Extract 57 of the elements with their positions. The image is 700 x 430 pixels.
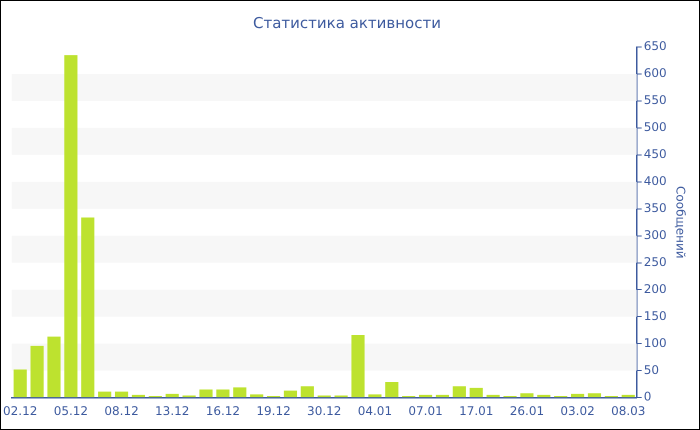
x-tick-label: 04.01 [358,404,392,418]
x-tick-label: 05.12 [54,404,88,418]
bar [588,393,602,398]
y-tick-label: 0 [644,390,652,404]
chart-title: Статистика активности [253,14,441,32]
bar [418,394,432,398]
bar [216,390,230,398]
bar [570,394,584,398]
y-tick-label: 400 [644,174,667,188]
bar [368,394,382,398]
bar [199,390,213,398]
bar [537,394,550,398]
x-tick-label: 30.12 [307,404,342,418]
y-tick-label: 650 [644,39,667,54]
bar [250,394,264,398]
y-tick-label: 550 [644,93,667,108]
y-tick-label: 450 [644,147,667,161]
bar [81,217,94,398]
bar [98,392,112,398]
bar [351,335,365,398]
y-tick-label: 600 [644,66,667,80]
x-tick-label: 08.12 [104,404,139,418]
y-tick-label: 150 [644,308,667,323]
bar [132,394,146,398]
bar [385,382,398,398]
bar [64,55,78,398]
x-tick-label: 08.03 [611,404,646,418]
y-tick-label: 200 [644,282,667,296]
bar [47,336,61,398]
bar [486,394,500,398]
bar [520,393,534,398]
x-tick-label: 13.12 [155,404,190,418]
y-tick-label: 250 [644,254,667,269]
y-tick-label: 500 [644,120,667,134]
y-tick-label: 300 [644,228,667,242]
bar [436,394,450,398]
x-tick-label: 02.12 [3,404,38,418]
bar [166,394,179,398]
y-tick-label: 50 [644,362,659,377]
bar [622,394,635,398]
x-tick-label: 07.01 [408,404,443,418]
bar [300,386,314,398]
x-tick-label: 17.01 [459,404,494,418]
y-axis-title: Сообщений [674,186,688,259]
bar [30,346,44,398]
bar [452,386,466,398]
bar [284,390,298,398]
x-tick-label: 26.01 [510,404,544,418]
bar [470,388,483,398]
bar [14,370,27,398]
bar [114,392,128,398]
y-tick-label: 350 [644,200,667,215]
y-tick-label: 100 [644,336,667,350]
bar [233,387,246,398]
x-tick-label: 16.12 [206,404,240,418]
x-tick-label: 19.12 [256,404,291,418]
x-tick-label: 03.02 [560,404,595,418]
